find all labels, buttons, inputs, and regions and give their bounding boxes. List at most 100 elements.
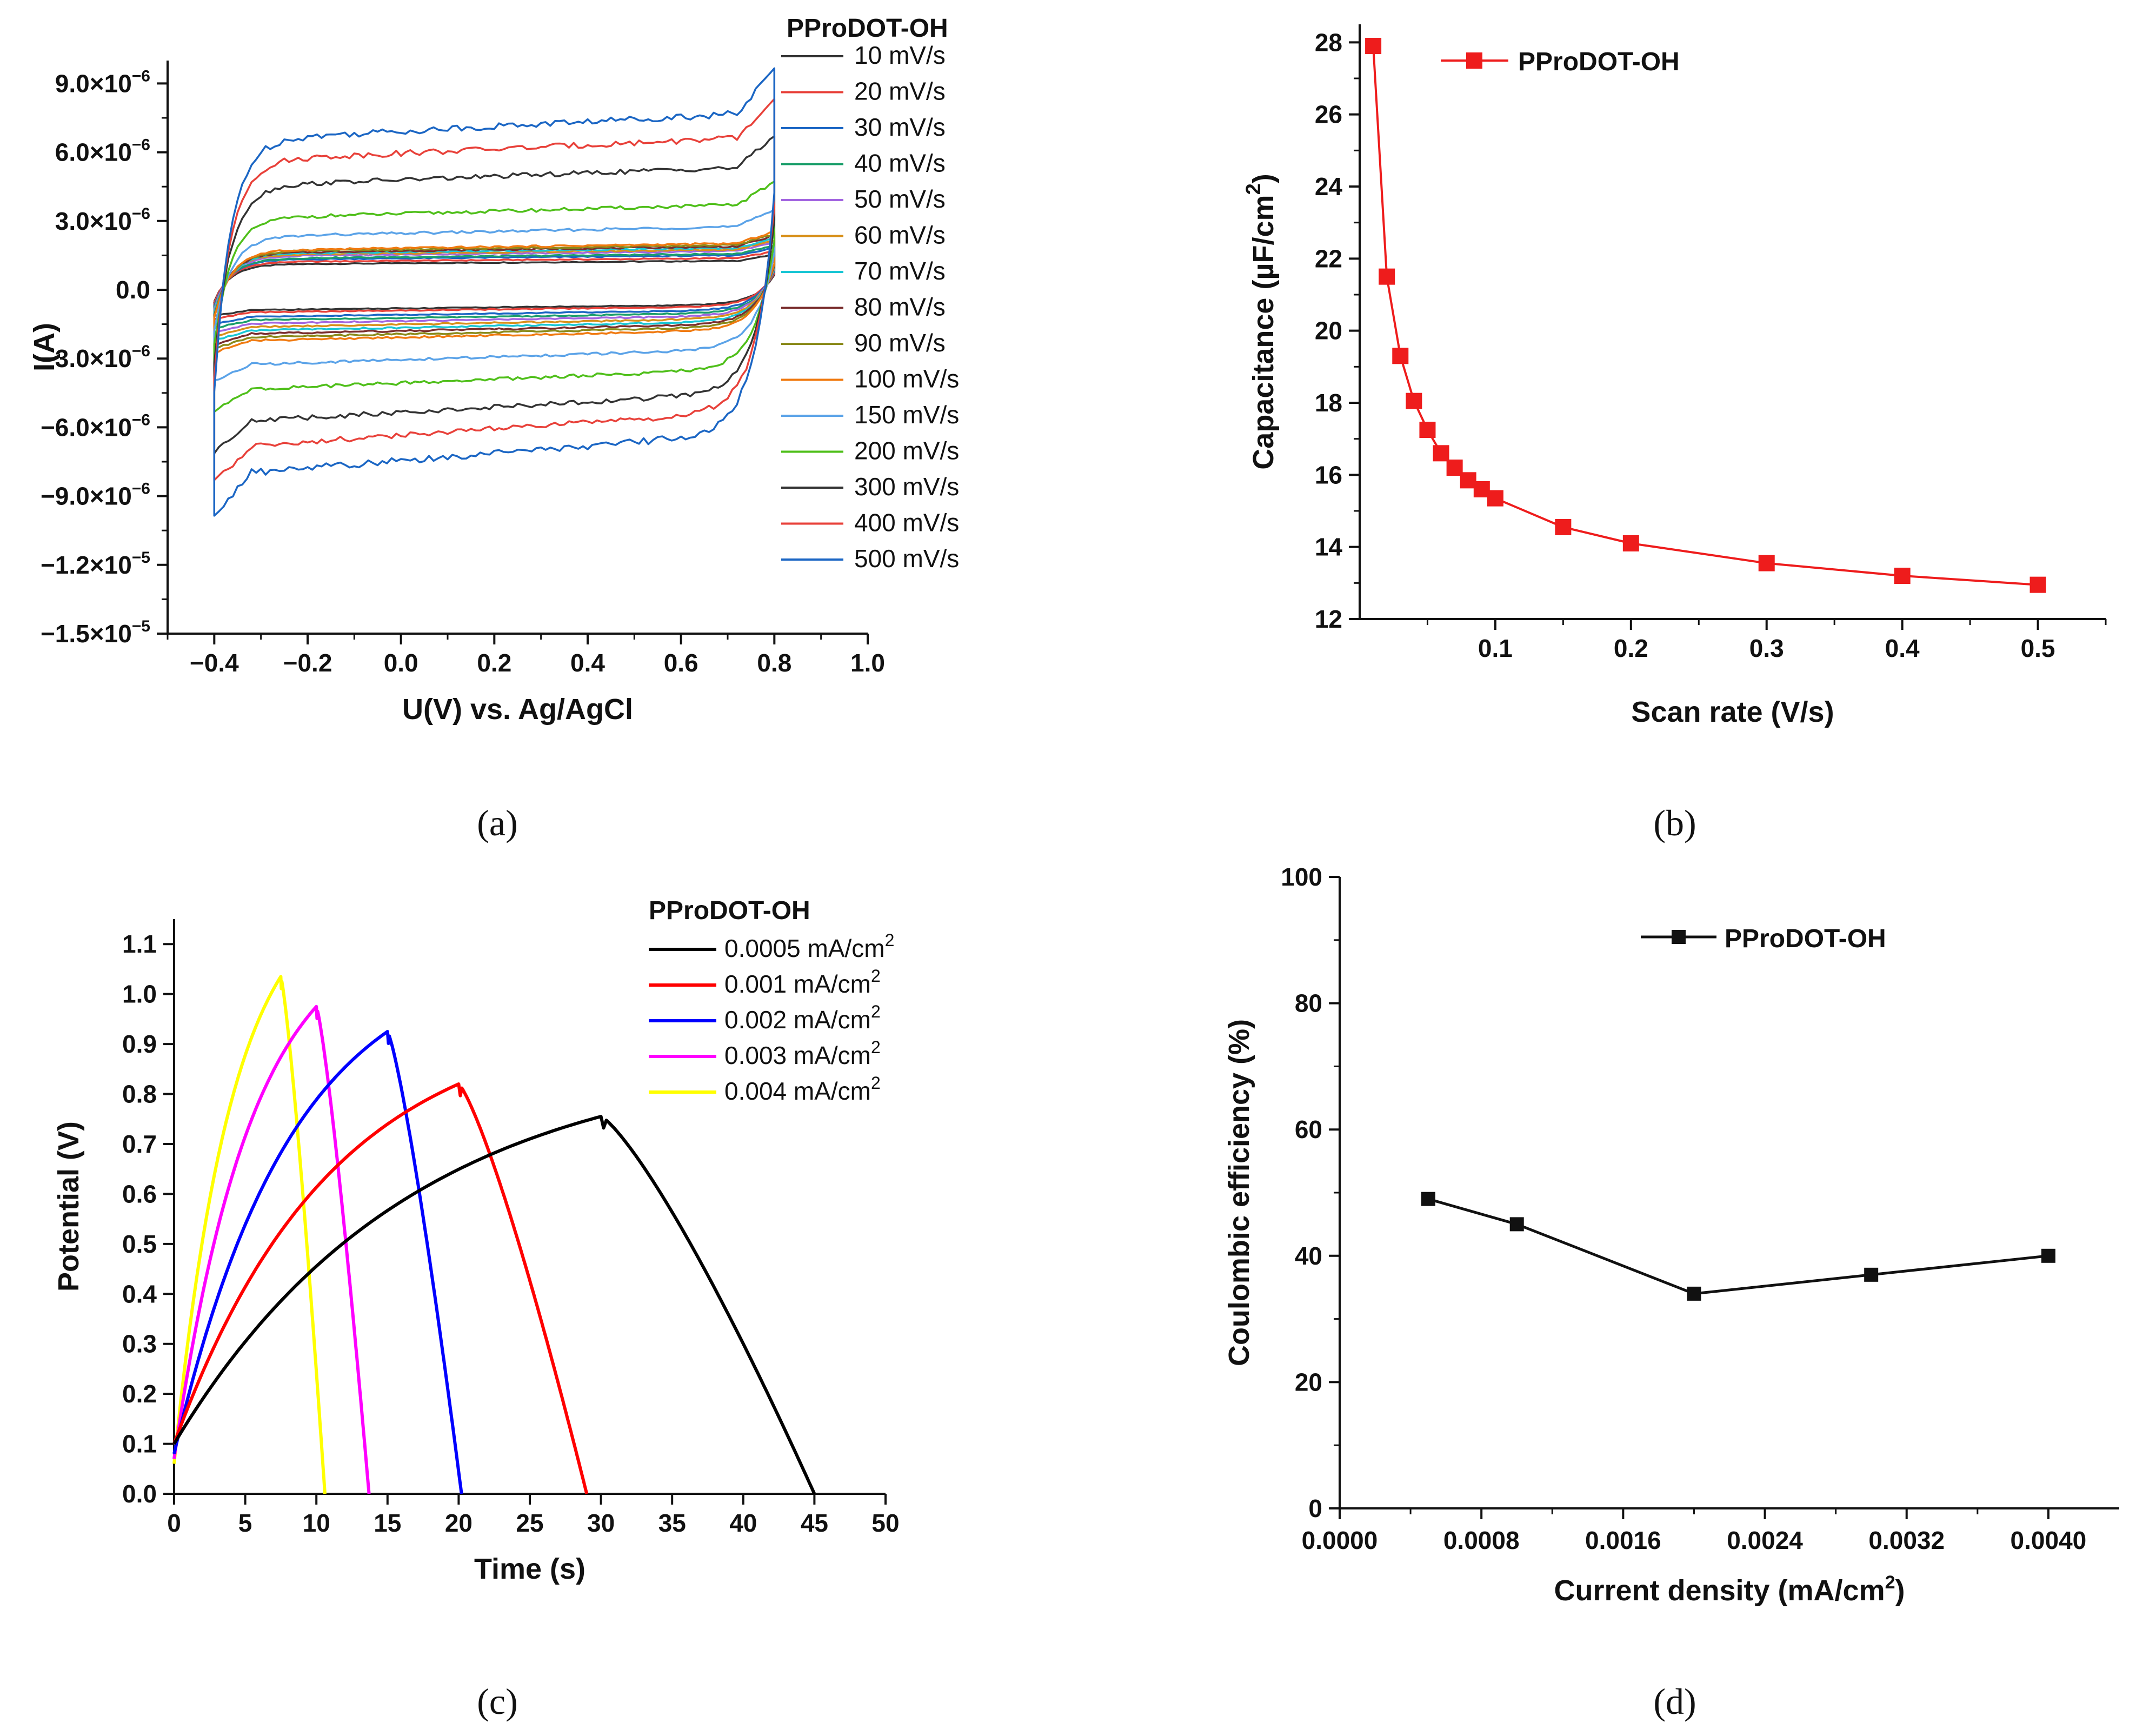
panel-a-y-tick-label: 0.0: [116, 276, 150, 304]
panel-a-y-tick-mantissa: 3.0×10: [55, 207, 132, 235]
panel-d-data-point: [1509, 1217, 1524, 1232]
panel-b-x-tick-label: 0.2: [1614, 634, 1648, 662]
panel-a-y-tick-exponent: −6: [132, 411, 150, 429]
panel-a-legend-label: 10 mV/s: [854, 41, 946, 69]
panel-a-y-tick-exponent: −6: [132, 342, 150, 360]
panel-c-y-tick-label: 0.5: [122, 1230, 157, 1258]
panel-d-data-point: [1687, 1286, 1701, 1301]
panel-c-legend-label: 0.004 mA/cm2: [724, 1073, 881, 1105]
panel-c-legend-label-sup: 2: [871, 1073, 881, 1093]
panel-a-x-tick-label: 0.4: [570, 649, 605, 677]
panel-c-legend-label-sup: 2: [885, 930, 895, 950]
panel-b-data-point: [1365, 38, 1382, 54]
panel-a-y-tick-label: −3.0×10−6: [41, 342, 150, 373]
panel-a-y-tick-exponent: −5: [132, 549, 150, 567]
panel-c-legend-label-sup: 2: [871, 1037, 881, 1057]
panel-b-x-axis-label: Scan rate (V/s): [1631, 696, 1834, 728]
panel-c-legend-label: 0.001 mA/cm2: [724, 966, 881, 998]
panel-a-y-tick-label: −1.5×10−5: [41, 617, 150, 648]
panel-d-x-axis-label-end: ): [1895, 1574, 1905, 1607]
panel-a-y-tick-mantissa: −9.0×10: [41, 482, 132, 510]
panel-d-y-tick-label: 20: [1295, 1368, 1322, 1396]
panel-a-cv-curve: [213, 230, 776, 354]
panel-c-y-axis-label: Potential (V): [52, 1121, 85, 1292]
panel-c-y-tick-label: 1.0: [122, 980, 157, 1008]
panel-a-y-tick-mantissa: −1.2×10: [41, 551, 132, 579]
panel-a-legend-label: 500 mV/s: [854, 544, 959, 573]
panel-a-legend-label: 20 mV/s: [854, 77, 946, 105]
panel-a-y-tick-label: 9.0×10−6: [55, 67, 150, 97]
panel-c-y-tick-label: 0.6: [122, 1180, 157, 1208]
panel-a-y-tick-exponent: −5: [132, 617, 150, 635]
panel-b-data-point: [1433, 445, 1449, 462]
panel-a-cv-curve: [213, 208, 776, 382]
panel-c-legend-label: 0.003 mA/cm2: [724, 1037, 881, 1069]
panel-c-legend-label-main: 0.002 mA/cm: [724, 1006, 871, 1034]
panel-d-y-tick-label: 0: [1308, 1494, 1322, 1522]
panel-b-y-axis-label: Capacitance (µF/cm2): [1242, 174, 1280, 469]
panel-b-data-point: [1555, 519, 1572, 535]
panel-a-legend-label: 400 mV/s: [854, 509, 959, 537]
panel-d-x-axis-label: Current density (mA/cm2): [1554, 1572, 1905, 1607]
panel-c-legend-label-main: 0.001 mA/cm: [724, 970, 871, 998]
panel-d-x-tick-label: 0.0008: [1443, 1526, 1520, 1554]
panel-d-y-tick-label: 60: [1295, 1115, 1322, 1143]
panel-c-gcd-curve: [172, 975, 327, 1494]
panel-b-y-tick-label: 16: [1315, 461, 1342, 489]
panel-c-x-tick-label: 50: [871, 1509, 899, 1537]
panel-b-y-axis-label-main: Capacitance (µF/cm: [1247, 195, 1280, 469]
panel-a-y-tick-mantissa: −3.0×10: [41, 344, 132, 373]
panel-b-legend-label: PProDOT-OH: [1518, 48, 1680, 76]
panel-b-y-tick-label: 28: [1315, 28, 1342, 56]
panel-c-y-tick-label: 0.8: [122, 1080, 157, 1108]
panel-a-y-tick-exponent: −6: [132, 136, 150, 154]
panel-c-x-axis-label: Time (s): [474, 1553, 585, 1585]
panel-b-data-point: [1379, 268, 1395, 285]
panel-c-y-tick-label: 0.3: [122, 1330, 157, 1358]
panel-c-x-tick-label: 15: [374, 1509, 401, 1537]
panel-c-legend-label-sup: 2: [871, 966, 881, 986]
panel-a-x-tick-label: −0.2: [283, 649, 332, 677]
panel-a-x-tick-label: 0.6: [664, 649, 698, 677]
panel-a-x-tick-label: 1.0: [850, 649, 885, 677]
panel-d-data-point: [2041, 1248, 2055, 1263]
panel-b-y-tick-label: 26: [1315, 101, 1342, 129]
panel-d-x-tick-label: 0.0016: [1585, 1526, 1661, 1554]
panel-d-x-tick-label: 0.0024: [1727, 1526, 1803, 1554]
panel-b-data-point: [1419, 422, 1436, 438]
panel-label: (d): [1653, 1681, 1696, 1722]
panel-c-legend-label-sup: 2: [871, 1002, 881, 1021]
panel-c-y-tick-label: 0.7: [122, 1130, 157, 1158]
panel-b-data-point: [2029, 576, 2046, 593]
panel-c-chart: 0 5 10 15 20 25 30 35 40 45 50 0.0 0.1 0.2 0.3 0.4 0.5 0.…: [52, 896, 900, 1585]
panel-a-y-axis-label: I(A): [28, 323, 61, 371]
panel-b-data-point: [1406, 393, 1422, 409]
panel-a-legend-label: 70 mV/s: [854, 257, 946, 285]
panel-c-x-tick-label: 0: [167, 1509, 181, 1537]
panel-b-y-axis-label-end: ): [1247, 174, 1280, 183]
panel-b-y-tick-label: 20: [1315, 317, 1342, 345]
panel-c-x-tick-label: 20: [445, 1509, 473, 1537]
panel-a-x-tick-label: 0.8: [757, 649, 791, 677]
panel-c-gcd-curve: [172, 1005, 371, 1494]
panel-c-gcd-curve: [172, 1115, 816, 1495]
panel-c-y-tick-label: 0.0: [122, 1480, 157, 1508]
panel-d-x-tick-label: 0.0000: [1302, 1526, 1378, 1554]
panel-label: (c): [477, 1681, 517, 1722]
panel-c-y-tick-label: 0.4: [122, 1280, 157, 1308]
panel-b-series-line: [1372, 45, 2038, 586]
panel-c-x-tick-label: 25: [516, 1509, 543, 1537]
panel-a-y-tick-exponent: −6: [132, 67, 150, 85]
panel-c-legend-label-main: 0.004 mA/cm: [724, 1077, 871, 1105]
panel-c-x-tick-label: 30: [587, 1509, 615, 1537]
panel-b-y-tick-label: 12: [1315, 605, 1342, 633]
panel-c-legend-label: 0.002 mA/cm2: [724, 1002, 881, 1034]
panel-d-data-point: [1864, 1267, 1879, 1282]
panel-c-x-tick-label: 35: [658, 1509, 686, 1537]
panel-a-legend-label: 200 mV/s: [854, 437, 959, 465]
panel-a-y-tick-mantissa: −6.0×10: [41, 413, 132, 441]
panel-b-y-tick-label: 14: [1315, 533, 1343, 561]
panel-d-x-tick-label: 0.0040: [2011, 1526, 2087, 1554]
panel-a-legend-label: 300 mV/s: [854, 473, 959, 501]
